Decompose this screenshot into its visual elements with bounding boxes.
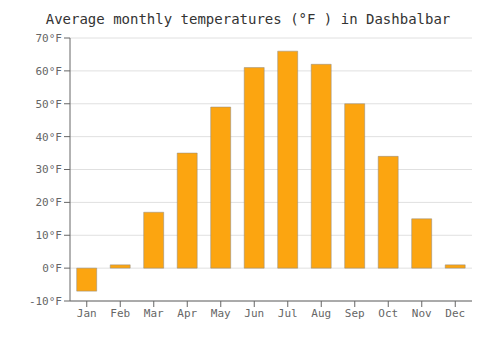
html-text:Average monthly temperatures (: Average monthly temperatures (°F ) in Da…: [45, 11, 451, 27]
svg-text:50°F: 50°F: [36, 98, 63, 111]
svg-text:0°F: 0°F: [42, 262, 62, 275]
svg-text:40°F: 40°F: [36, 131, 63, 144]
svg-text:Aug: Aug: [311, 307, 331, 320]
svg-text:10°F: 10°F: [36, 229, 63, 242]
svg-text:60°F: 60°F: [36, 65, 63, 78]
svg-text:Dec: Dec: [445, 307, 465, 320]
svg-text:Jul: Jul: [278, 307, 298, 320]
svg-text:May: May: [211, 307, 231, 320]
svg-text:30°F: 30°F: [36, 163, 63, 176]
svg-text:70°F: 70°F: [36, 32, 63, 45]
svg-text:Jun: Jun: [244, 307, 264, 320]
svg-text:Feb: Feb: [110, 307, 130, 320]
svg-text:Apr: Apr: [177, 307, 197, 320]
svg-text:Oct: Oct: [378, 307, 398, 320]
svg-text:20°F: 20°F: [36, 196, 63, 209]
svg-text:Mar: Mar: [144, 307, 164, 320]
svg-text:-10°F: -10°F: [29, 295, 62, 308]
svg-text:Nov: Nov: [412, 307, 432, 320]
svg-text:Jan: Jan: [77, 307, 97, 320]
svg-text:Sep: Sep: [345, 307, 365, 320]
